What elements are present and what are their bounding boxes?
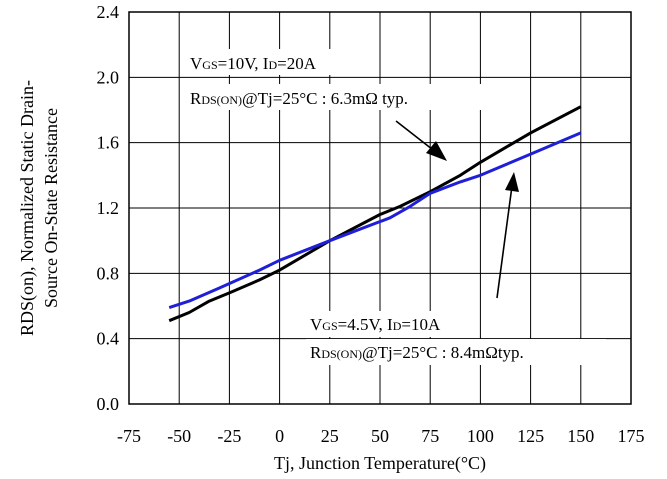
x-axis-label: Tj, Junction Temperature(°C) xyxy=(274,453,486,474)
y-tick-label: 0.4 xyxy=(97,329,120,349)
y-tick-label: 1.2 xyxy=(97,198,120,218)
x-tick-label: 150 xyxy=(567,426,594,446)
annotation-rdson-6-3: RDS(ON)@Tj=25°C : 6.3mΩ typ. xyxy=(184,84,500,110)
x-tick-label: -25 xyxy=(217,426,241,446)
grid xyxy=(129,12,631,404)
x-tick-label: 25 xyxy=(321,426,339,446)
annotation-vgs-4-5v: VGS=4.5V, ID=10A xyxy=(306,311,470,337)
svg-text:RDS(ON)@Tj=25°C : 8.4mΩtyp.: RDS(ON)@Tj=25°C : 8.4mΩtyp. xyxy=(310,343,524,362)
y-tick-label: 2.0 xyxy=(97,67,120,87)
x-tick-label: -75 xyxy=(117,426,141,446)
arrow-1-shaft xyxy=(395,120,438,154)
svg-text:VGS=10V, ID=20A: VGS=10V, ID=20A xyxy=(190,54,317,73)
x-tick-label: 75 xyxy=(421,426,439,446)
y-axis-label-line1: RDS(on), Normalized Static Drain- xyxy=(17,80,38,336)
svg-text:RDS(ON)@Tj=25°C : 6.3mΩ typ.: RDS(ON)@Tj=25°C : 6.3mΩ typ. xyxy=(190,89,408,108)
x-tick-label: 175 xyxy=(618,426,645,446)
x-tick-label: -50 xyxy=(167,426,191,446)
x-tick-label: 0 xyxy=(275,426,284,446)
x-tick-label: 50 xyxy=(371,426,389,446)
y-tick-label: 0.8 xyxy=(97,263,120,283)
arrow-1-head xyxy=(426,141,447,161)
y-axis-label-line2: Source On-State Resistance xyxy=(41,108,61,308)
y-axis-label: RDS(on), Normalized Static Drain- Source… xyxy=(17,80,61,336)
y-tick-label: 1.6 xyxy=(97,133,120,153)
series-group xyxy=(168,105,582,323)
x-tick-label: 125 xyxy=(517,426,544,446)
y-tick-label: 0.0 xyxy=(97,394,120,414)
arrow-2-head xyxy=(505,172,519,192)
series-line-vgs-10v xyxy=(168,105,582,323)
annotation-vgs-10v: VGS=10V, ID=20A xyxy=(184,49,370,75)
y-tick-label: 2.4 xyxy=(97,2,120,22)
svg-text:VGS=4.5V, ID=10A: VGS=4.5V, ID=10A xyxy=(310,315,441,334)
series-line-vgs-4-5v xyxy=(168,131,582,310)
annotation-arrows xyxy=(395,120,519,299)
x-tick-labels: -75 -50 -25 0 25 50 75 100 125 150 175 xyxy=(117,426,645,446)
annotation-rdson-8-4: RDS(ON)@Tj=25°C : 8.4mΩtyp. xyxy=(306,339,606,365)
arrow-2-shaft xyxy=(496,185,513,299)
y-tick-labels: 0.0 0.4 0.8 1.2 1.6 2.0 2.4 xyxy=(97,2,120,414)
plot-frame xyxy=(128,11,632,405)
x-tick-label: 100 xyxy=(467,426,494,446)
